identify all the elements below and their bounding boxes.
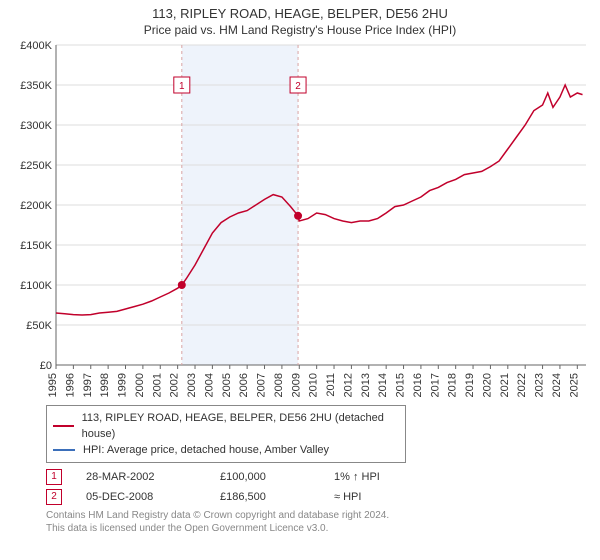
svg-text:1999: 1999 <box>117 373 129 397</box>
sale-price: £100,000 <box>220 467 310 487</box>
sale-row: 1 28-MAR-2002 £100,000 1% ↑ HPI <box>46 467 590 487</box>
svg-text:1995: 1995 <box>47 373 59 397</box>
svg-text:2021: 2021 <box>499 373 511 397</box>
svg-text:2005: 2005 <box>221 373 233 397</box>
svg-text:2008: 2008 <box>273 373 285 397</box>
svg-text:2006: 2006 <box>238 373 250 397</box>
svg-text:1998: 1998 <box>99 373 111 397</box>
sale-date: 28-MAR-2002 <box>86 467 196 487</box>
svg-text:2020: 2020 <box>481 373 493 397</box>
svg-text:£250K: £250K <box>20 160 52 172</box>
svg-text:£300K: £300K <box>20 120 52 132</box>
svg-text:2023: 2023 <box>534 373 546 397</box>
svg-text:2014: 2014 <box>377 373 389 397</box>
sale-tag: 2 <box>46 489 62 505</box>
svg-text:2002: 2002 <box>169 373 181 397</box>
svg-text:£350K: £350K <box>20 80 52 92</box>
footer-line: Contains HM Land Registry data © Crown c… <box>46 509 590 522</box>
price-chart: £0 £50K £100K £150K £200K £250K £300K £350K £400… <box>10 41 590 401</box>
svg-text:2004: 2004 <box>203 373 215 397</box>
legend: 113, RIPLEY ROAD, HEAGE, BELPER, DE56 2H… <box>46 405 406 463</box>
svg-text:1: 1 <box>179 81 185 92</box>
sales-table: 1 28-MAR-2002 £100,000 1% ↑ HPI 2 05-DEC-2008… <box>46 467 590 507</box>
svg-text:2024: 2024 <box>551 373 563 397</box>
svg-text:£0: £0 <box>40 360 52 372</box>
page-subtitle: Price paid vs. HM Land Registry's House … <box>10 23 590 37</box>
svg-text:2019: 2019 <box>464 373 476 397</box>
svg-text:2010: 2010 <box>308 373 320 397</box>
footer-attribution: Contains HM Land Registry data © Crown c… <box>46 509 590 535</box>
legend-swatch <box>53 425 74 427</box>
svg-text:2003: 2003 <box>186 373 198 397</box>
sale-hpi: 1% ↑ HPI <box>334 467 414 487</box>
svg-text:2012: 2012 <box>342 373 354 397</box>
svg-text:2009: 2009 <box>290 373 302 397</box>
svg-text:2001: 2001 <box>151 373 163 397</box>
svg-text:£400K: £400K <box>20 41 52 52</box>
svg-text:2022: 2022 <box>516 373 528 397</box>
svg-text:2018: 2018 <box>447 373 459 397</box>
legend-item: HPI: Average price, detached house, Ambe… <box>53 442 399 458</box>
page-title: 113, RIPLEY ROAD, HEAGE, BELPER, DE56 2H… <box>10 6 590 21</box>
sale-tag: 1 <box>46 469 62 485</box>
svg-text:1997: 1997 <box>82 373 94 397</box>
sale-date: 05-DEC-2008 <box>86 487 196 507</box>
svg-text:2: 2 <box>295 81 301 92</box>
svg-text:2000: 2000 <box>134 373 146 397</box>
svg-text:2013: 2013 <box>360 373 372 397</box>
svg-text:£150K: £150K <box>20 240 52 252</box>
svg-text:2016: 2016 <box>412 373 424 397</box>
svg-text:£100K: £100K <box>20 280 52 292</box>
svg-text:2011: 2011 <box>325 373 337 397</box>
footer-line: This data is licensed under the Open Gov… <box>46 522 590 535</box>
svg-text:2017: 2017 <box>429 373 441 397</box>
legend-label: HPI: Average price, detached house, Ambe… <box>83 442 329 458</box>
legend-swatch <box>53 449 75 451</box>
svg-text:2007: 2007 <box>256 373 268 397</box>
svg-text:£50K: £50K <box>26 320 52 332</box>
svg-text:£200K: £200K <box>20 200 52 212</box>
legend-item: 113, RIPLEY ROAD, HEAGE, BELPER, DE56 2H… <box>53 410 399 442</box>
sale-hpi: ≈ HPI <box>334 487 414 507</box>
legend-label: 113, RIPLEY ROAD, HEAGE, BELPER, DE56 2H… <box>82 410 399 442</box>
sale-price: £186,500 <box>220 487 310 507</box>
svg-text:2025: 2025 <box>568 373 580 397</box>
sale-row: 2 05-DEC-2008 £186,500 ≈ HPI <box>46 487 590 507</box>
svg-text:1996: 1996 <box>64 373 76 397</box>
svg-text:2015: 2015 <box>395 373 407 397</box>
